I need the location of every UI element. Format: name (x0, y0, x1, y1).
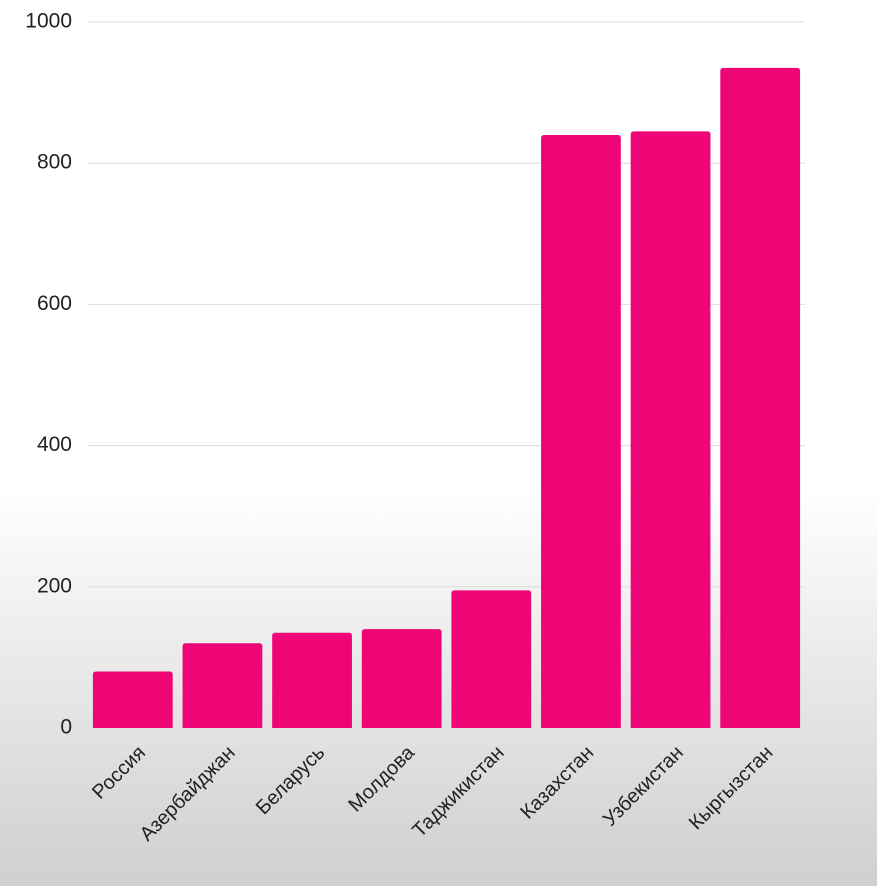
y-tick-label: 1000 (25, 10, 72, 33)
bar (541, 134, 621, 728)
bar (720, 67, 801, 728)
bar (92, 671, 173, 728)
bar (451, 590, 532, 728)
y-tick-label: 0 (60, 716, 72, 739)
bar (182, 643, 263, 728)
y-tick-label: 200 (37, 574, 72, 597)
bar (361, 629, 442, 728)
y-tick-label: 400 (37, 433, 72, 456)
bar (272, 632, 352, 728)
bar (630, 131, 711, 728)
y-tick-label: 800 (37, 151, 72, 174)
y-tick-label: 600 (37, 292, 72, 315)
